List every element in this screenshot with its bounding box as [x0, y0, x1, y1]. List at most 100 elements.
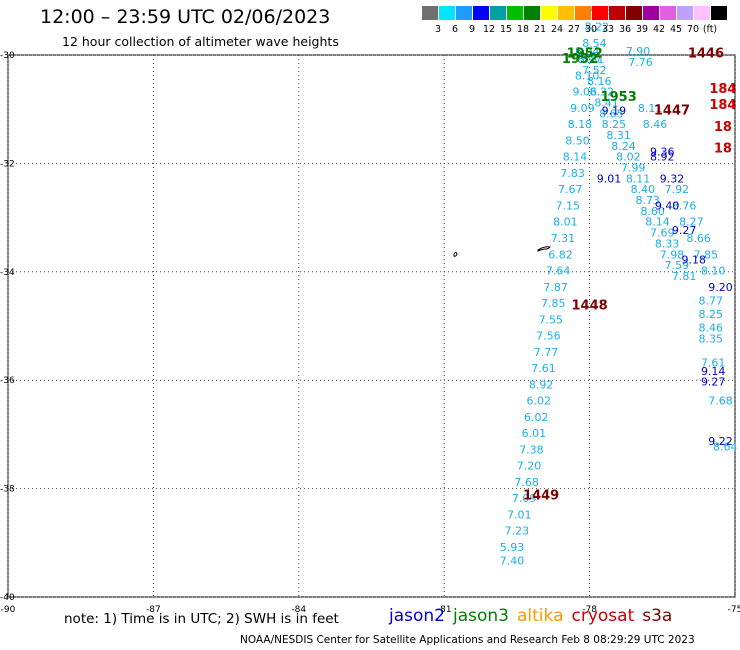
color-swatch: [422, 6, 438, 20]
swh-value: 9.18: [682, 254, 707, 267]
swh-value: 7.77: [534, 346, 559, 359]
legend-item-jason3: jason3: [453, 606, 509, 626]
page-subtitle: 12 hour collection of altimeter wave hei…: [62, 34, 339, 49]
swh-value: 8.04: [575, 45, 600, 58]
track-time-label: 1447: [654, 104, 690, 119]
color-swatch: [592, 6, 608, 20]
track-time-label: 184: [709, 98, 736, 113]
legend-item-altika: altika: [517, 606, 564, 626]
swh-value: 8.16: [587, 75, 612, 88]
swh-value: 7.59: [665, 259, 690, 272]
color-scale-label: 12: [482, 24, 496, 35]
color-swatch: [456, 6, 472, 20]
swh-value: 8.66: [686, 232, 711, 245]
swh-value: 8.50: [565, 134, 590, 147]
color-swatch: [643, 6, 659, 20]
island-outline: [453, 252, 458, 257]
color-scale-label: 45: [669, 24, 683, 35]
swh-value: 8.31: [606, 129, 631, 142]
swh-value: 7.23: [505, 525, 530, 538]
color-swatch: [473, 6, 489, 20]
swh-value: 9.06: [573, 86, 598, 99]
color-scale-label: 9: [468, 24, 476, 35]
track-time-label: 1449: [523, 488, 559, 503]
plot-frame: [7, 54, 736, 598]
swh-value: 8.73: [636, 194, 661, 207]
swh-value: 6.01: [522, 427, 547, 440]
swh-value: 8.11: [626, 172, 651, 185]
swh-value: 8.60: [640, 205, 665, 218]
swh-value: 7.87: [543, 281, 568, 294]
swh-value: 8.27: [679, 216, 704, 229]
track-track-jason2: 9.199.368.929.329.409.279.189.209.149.27…: [597, 105, 733, 449]
x-tick-label: -90: [1, 605, 16, 615]
y-tick-label: -34: [0, 268, 15, 278]
color-swatch: [575, 6, 591, 20]
swh-value: 8.65: [599, 107, 624, 120]
swh-value: 7.61: [531, 362, 556, 375]
x-tick-label: -78: [582, 605, 597, 615]
color-scale-label: 70: [686, 24, 700, 35]
swh-value: 8.46: [699, 321, 724, 334]
legend-item-jason2: jason2: [389, 606, 445, 626]
color-swatch: [626, 6, 642, 20]
swh-value: 8.40: [631, 183, 656, 196]
swh-value: 7.20: [517, 460, 542, 473]
x-tick-label: -87: [146, 605, 161, 615]
swh-value: 7.31: [551, 232, 576, 245]
color-scale-label: 36: [618, 24, 632, 35]
swh-value: 8.10: [701, 265, 726, 278]
swh-value: 8.35: [699, 332, 724, 345]
color-scale-label: 42: [652, 24, 666, 35]
swh-value: 7.64: [546, 265, 571, 278]
swh-value: 8.14: [645, 216, 670, 229]
track-time-label: 184: [709, 82, 736, 97]
swh-value: 7.38: [519, 443, 544, 456]
swh-value: 7.99: [621, 162, 646, 175]
swh-value: 8.01: [553, 216, 578, 229]
page-title: 12:00 – 23:59 UTC 02/06/2023: [40, 6, 331, 28]
color-scale-label: (ft): [702, 24, 718, 35]
swh-value: 8.18: [568, 118, 593, 131]
swh-value: 7.55: [539, 313, 564, 326]
track-time-label: 1446: [688, 47, 724, 62]
wave-height-points: 7.405.93 7.23 7.01 7.09 7.68 7.20 7.38 6.01 6.02…: [500, 0, 738, 567]
track-time-label: 18: [714, 142, 732, 157]
swh-value: 6.02: [524, 411, 549, 424]
swh-value: 7.98: [660, 248, 685, 261]
swh-value: 7.40: [500, 554, 525, 567]
swh-value: 8.25: [602, 118, 627, 131]
swh-value: 7.90: [626, 45, 651, 58]
swh-value: 9.09: [570, 102, 595, 115]
track-track-d: 7.907.76 8.11 8.46 7.92 8.76 8.27 8.66 7.85 8.10…: [626, 45, 738, 454]
swh-value: 9.32: [660, 172, 685, 185]
color-swatch: [660, 6, 676, 20]
swh-value: 7.68: [514, 476, 539, 489]
swh-value: 8.14: [563, 151, 588, 164]
swh-value: 7.85: [541, 297, 566, 310]
swh-value: 8.10: [575, 69, 600, 82]
swh-value: 8.32: [589, 86, 614, 99]
track-time-label: 1952: [567, 47, 603, 62]
swh-value: 6.82: [548, 248, 573, 261]
swh-value: 9.22: [708, 435, 733, 448]
color-scale-label: 27: [567, 24, 581, 35]
satellite-legend: jason2 jason3 altika cryosat s3a: [389, 606, 680, 626]
swh-value: 8.76: [672, 199, 697, 212]
swh-value: 8.02: [616, 151, 641, 164]
island-outlines: [453, 246, 552, 257]
swh-value: 7.76: [628, 56, 653, 69]
swh-value: 8.92: [529, 378, 554, 391]
swh-value: 7.52: [582, 64, 607, 77]
swh-value: 7.81: [580, 53, 605, 66]
swh-value: 9.01: [597, 172, 622, 185]
swh-value: 8.54: [582, 37, 607, 50]
color-swatch: [558, 6, 574, 20]
color-scale-label: 3: [434, 24, 442, 35]
color-swatch: [524, 6, 540, 20]
swh-value: 7.56: [536, 330, 561, 343]
color-scale-label: 18: [516, 24, 530, 35]
track-time-label: 18: [714, 120, 732, 135]
